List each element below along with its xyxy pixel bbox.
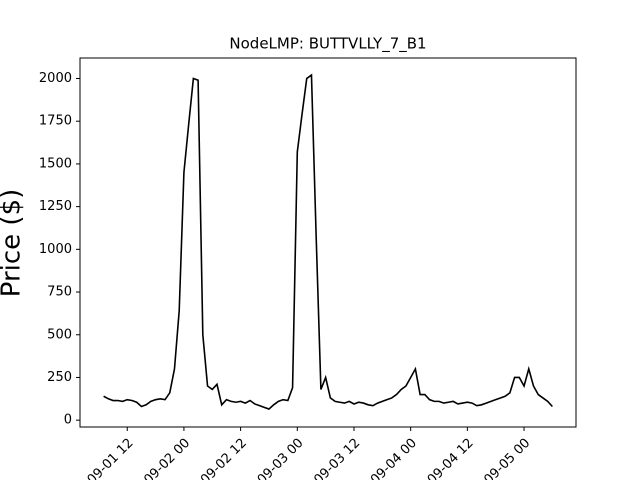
x-tick-label: 09-01 12 <box>85 436 137 480</box>
x-tick-label: 09-04 00 <box>368 436 420 480</box>
y-tick-label: 500 <box>47 327 72 342</box>
x-tick-label: 09-03 12 <box>311 436 363 480</box>
x-tick-label: 09-02 00 <box>141 436 193 480</box>
y-tick-label: 250 <box>47 370 72 385</box>
chart-title: NodeLMP: BUTTVLLY_7_B1 <box>229 35 426 54</box>
y-tick-label: 1000 <box>39 242 72 257</box>
price-line <box>103 73 553 410</box>
y-tick-label: 1750 <box>39 114 72 129</box>
y-tick-label: 750 <box>47 285 72 300</box>
x-tick-label: 09-04 12 <box>425 436 477 480</box>
x-tick-label: 09-05 00 <box>481 436 533 480</box>
x-tick-label: 09-03 00 <box>255 436 307 480</box>
y-tick-label: 1500 <box>39 156 72 171</box>
y-tick-label: 1250 <box>39 199 72 214</box>
y-tick-label: 2000 <box>39 71 72 86</box>
y-tick-label: 0 <box>64 413 72 428</box>
y-axis-label: Price ($) <box>0 189 27 298</box>
plot-frame <box>79 57 577 428</box>
x-tick-label: 09-02 12 <box>198 436 250 480</box>
